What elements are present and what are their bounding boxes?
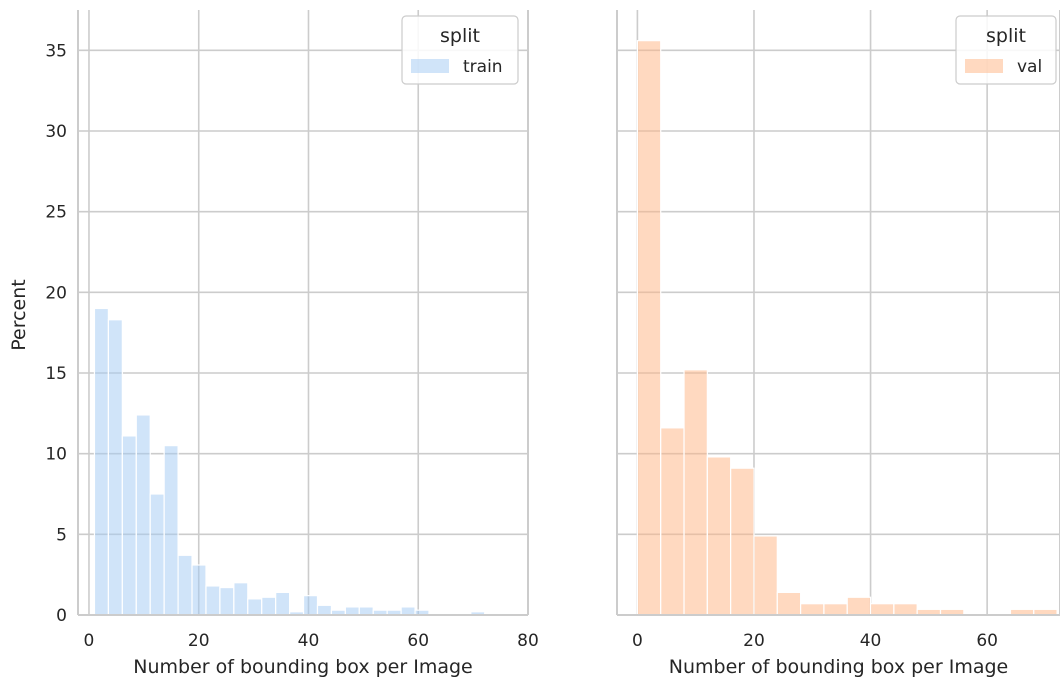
y-tick-label: 15 xyxy=(45,364,67,384)
histogram-bar xyxy=(800,603,825,616)
x-tick-label: 20 xyxy=(743,631,765,651)
y-tick-label: 0 xyxy=(56,606,67,626)
legend-title: split xyxy=(986,25,1026,47)
x-axis-label: Number of bounding box per Image xyxy=(669,656,1008,678)
legend: split val xyxy=(955,15,1057,85)
histogram-bar xyxy=(93,307,110,616)
histogram-bar xyxy=(247,598,263,616)
histogram-bar xyxy=(660,427,685,616)
histogram-bar xyxy=(219,586,235,616)
histogram-bar xyxy=(893,603,918,616)
histogram-bar xyxy=(177,554,193,616)
histogram-bar xyxy=(400,606,416,616)
histogram-bar xyxy=(275,591,291,616)
x-tick-label: 80 xyxy=(517,631,539,651)
legend-title: split xyxy=(440,25,480,47)
y-tick-label: 10 xyxy=(45,445,67,465)
y-axis-label: Percent xyxy=(8,279,30,351)
histogram-bar xyxy=(135,414,151,616)
histogram-bar xyxy=(846,596,872,616)
legend-swatch xyxy=(411,59,449,73)
histogram-bar xyxy=(163,445,179,616)
x-tick-label: 0 xyxy=(84,631,95,651)
histogram-bar xyxy=(316,604,333,616)
y-tick-label: 25 xyxy=(45,203,67,223)
x-axis-label: Number of bounding box per Image xyxy=(133,656,472,678)
legend-label: val xyxy=(1017,57,1042,77)
histogram-bar xyxy=(358,606,374,616)
histogram-bar xyxy=(205,585,221,616)
histogram-panel-2: 0 20 40 60 Number of bounding box per Image s… xyxy=(616,10,1060,678)
legend-label: train xyxy=(463,57,503,77)
histogram-bar xyxy=(344,606,360,616)
histogram-bar xyxy=(730,467,755,616)
y-tick-label: 5 xyxy=(56,525,67,545)
x-tick-label: 40 xyxy=(860,631,882,651)
histogram-bar xyxy=(869,603,895,616)
histogram-bar xyxy=(776,591,802,616)
histogram-bar xyxy=(302,595,319,616)
legend: split train xyxy=(401,15,519,85)
y-tick-label: 35 xyxy=(45,41,67,61)
x-tick-label: 0 xyxy=(632,631,643,651)
x-tick-label: 20 xyxy=(188,631,210,651)
histogram-bar xyxy=(121,435,137,616)
histogram-bar xyxy=(823,603,848,616)
histogram-bar xyxy=(233,582,249,616)
histogram-bar xyxy=(753,535,778,616)
histogram-bar xyxy=(706,456,732,616)
histogram-bar xyxy=(636,40,662,616)
histogram-bar xyxy=(261,596,277,616)
histogram-bar xyxy=(149,493,165,616)
y-tick-label: 20 xyxy=(45,283,67,303)
histogram-bar xyxy=(107,319,123,616)
histogram-bar xyxy=(191,564,207,616)
x-tick-label: 60 xyxy=(976,631,998,651)
histogram-bar xyxy=(683,369,708,616)
x-tick-label: 40 xyxy=(298,631,320,651)
legend-swatch xyxy=(965,59,1003,73)
y-tick-label: 30 xyxy=(45,122,67,142)
histogram-panel-1: 0 20 40 60 80 0 5 10 15 20 25 30 35 Number of boundin… xyxy=(45,10,539,678)
x-tick-label: 60 xyxy=(407,631,429,651)
